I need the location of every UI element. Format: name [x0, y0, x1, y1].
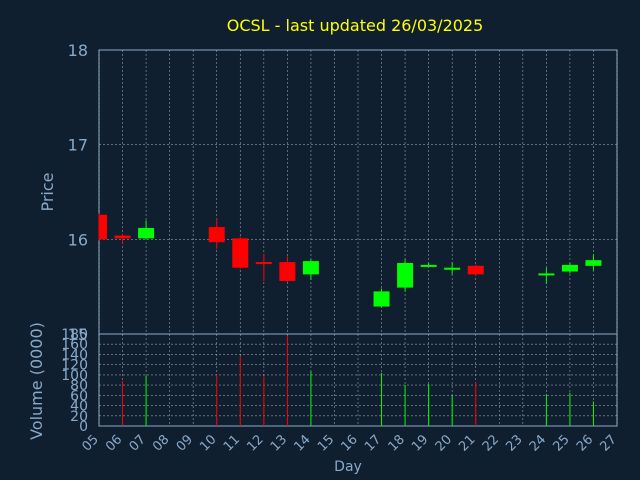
volume-y-tick-label: 160 — [61, 337, 88, 353]
volume-y-tick-label: 20 — [70, 409, 88, 425]
candle-body — [208, 227, 225, 243]
price-y-tick-label: 17 — [68, 136, 88, 155]
x-tick-label: 08 — [150, 432, 172, 454]
x-axis-label: Day — [334, 459, 362, 475]
candle-body — [444, 267, 461, 270]
price-y-axis-label: Price — [38, 172, 57, 211]
x-tick-label: 27 — [598, 432, 620, 454]
candle-body — [279, 262, 296, 281]
price-grid — [98, 50, 618, 334]
x-tick-label: 17 — [362, 432, 384, 454]
candles — [98, 213, 602, 308]
volume-y-tick-label: 40 — [70, 399, 88, 415]
chart-title: OCSL - last updated 26/03/2025 — [227, 16, 484, 35]
x-tick-label: 23 — [503, 432, 525, 454]
volume-y-tick-label: 120 — [61, 358, 88, 374]
candle-body — [538, 273, 555, 276]
candle-body — [232, 238, 249, 268]
x-tick-label: 24 — [527, 432, 549, 454]
volume-y-tick-label: 100 — [61, 368, 88, 384]
x-tick-label: 21 — [456, 432, 478, 454]
candle-body — [420, 264, 437, 267]
x-tick-label: 14 — [291, 432, 313, 454]
volume-y-tick-label: 180 — [61, 327, 88, 343]
candle-body — [114, 235, 131, 239]
x-tick-label: 19 — [409, 432, 431, 454]
volume-y-tick-label: 0 — [79, 419, 88, 435]
volume-bars — [122, 336, 594, 426]
candle-body — [561, 264, 578, 272]
x-tick-label: 26 — [574, 432, 596, 454]
candle-body — [585, 260, 602, 266]
x-tick-label: 16 — [339, 432, 361, 454]
candle-body — [138, 227, 155, 239]
price-y-tick-label: 18 — [68, 41, 88, 60]
price-y-tick-label: 15 — [68, 325, 88, 344]
x-axis: 05 06 07 08 09 10 11 12 13 14 15 16 17 18 19 20 21 22 23 24… — [80, 432, 620, 454]
price-y-tick-label: 16 — [68, 230, 88, 249]
price-panel: 15 16 17 18 Price — [38, 41, 618, 344]
x-tick-label: 09 — [174, 432, 196, 454]
volume-grid — [98, 334, 618, 426]
volume-y-tick-label: 80 — [70, 378, 88, 394]
x-tick-label: 20 — [433, 432, 455, 454]
x-tick-label: 13 — [268, 432, 290, 454]
x-tick-label: 10 — [197, 432, 219, 454]
candle-body — [373, 291, 390, 307]
volume-y-tick-label: 60 — [70, 388, 88, 404]
candle-body — [467, 265, 484, 275]
x-tick-label: 18 — [386, 432, 408, 454]
x-tick-label: 07 — [127, 432, 149, 454]
price-y-axis: 15 16 17 18 — [68, 41, 88, 344]
candle-body — [397, 263, 414, 288]
volume-y-tick-label: 140 — [61, 347, 88, 363]
x-tick-label: 11 — [221, 432, 243, 454]
x-tick-label: 22 — [480, 432, 502, 454]
x-tick-label: 25 — [550, 432, 572, 454]
candle-body — [302, 261, 319, 275]
x-tick-label: 06 — [103, 432, 125, 454]
x-tick-label: 05 — [80, 432, 102, 454]
volume-y-axis-label: Volume (0000) — [27, 322, 46, 440]
candle-body — [255, 262, 272, 265]
x-tick-label: 15 — [315, 432, 337, 454]
x-tick-label: 12 — [244, 432, 266, 454]
candle-body — [99, 214, 107, 240]
